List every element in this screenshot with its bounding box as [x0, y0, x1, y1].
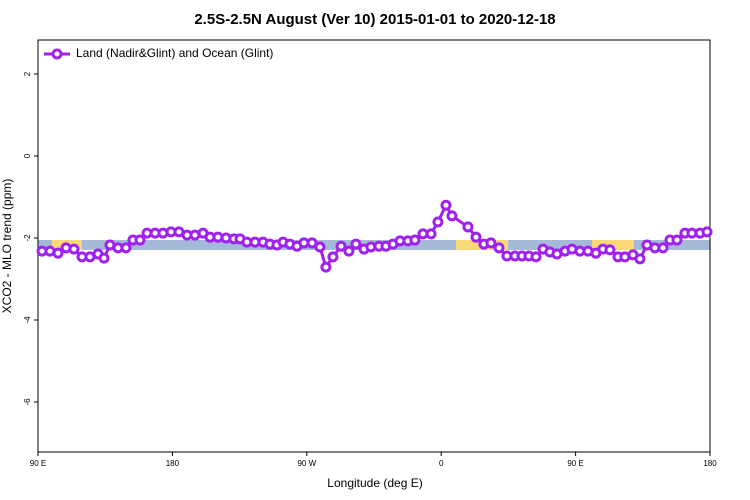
- data-point: [493, 242, 505, 254]
- data-point: [306, 237, 318, 249]
- x-axis-label: Longitude (deg E): [327, 476, 422, 490]
- x-tick-label: 0: [439, 459, 444, 468]
- data-point: [68, 243, 80, 255]
- y-tick-label: -4: [23, 316, 32, 324]
- data-point: [701, 226, 713, 238]
- data-point: [462, 221, 474, 233]
- y-tick-label: 2: [23, 71, 32, 76]
- data-point: [314, 241, 326, 253]
- y-tick-label: 0: [23, 153, 32, 158]
- data-point: [671, 234, 683, 246]
- data-point: [485, 237, 497, 249]
- x-tick-label: 180: [166, 459, 180, 468]
- data-point: [440, 199, 452, 211]
- data-point: [350, 238, 362, 250]
- data-point: [327, 251, 339, 263]
- data-point: [52, 247, 64, 259]
- y-tick-label: -6: [23, 398, 32, 406]
- data-point: [432, 216, 444, 228]
- data-point: [634, 253, 646, 265]
- data-point: [335, 240, 347, 252]
- data-point: [425, 228, 437, 240]
- plot-frame: [37, 39, 711, 453]
- x-tick-label: 90 E: [567, 459, 583, 468]
- x-tick-label: 90 W: [297, 459, 316, 468]
- data-point: [604, 244, 616, 256]
- legend-label: Land (Nadir&Glint) and Ocean (Glint): [76, 46, 273, 60]
- x-tick-label: 180: [703, 459, 717, 468]
- y-tick-label: -2: [23, 234, 32, 242]
- y-axis-label: XCO2 - MLO trend (ppm): [0, 179, 14, 314]
- data-point: [657, 242, 669, 254]
- data-point: [320, 261, 332, 273]
- data-point: [530, 251, 542, 263]
- data-point: [98, 252, 110, 264]
- data-point: [120, 242, 132, 254]
- legend-marker: [51, 48, 63, 60]
- chart-title: 2.5S-2.5N August (Ver 10) 2015-01-01 to …: [194, 11, 555, 28]
- data-point: [446, 210, 458, 222]
- land-patch: [592, 240, 634, 250]
- data-point: [409, 234, 421, 246]
- data-point: [134, 234, 146, 246]
- data-point: [343, 245, 355, 257]
- x-tick-label: 90 E: [30, 459, 46, 468]
- data-point: [470, 231, 482, 243]
